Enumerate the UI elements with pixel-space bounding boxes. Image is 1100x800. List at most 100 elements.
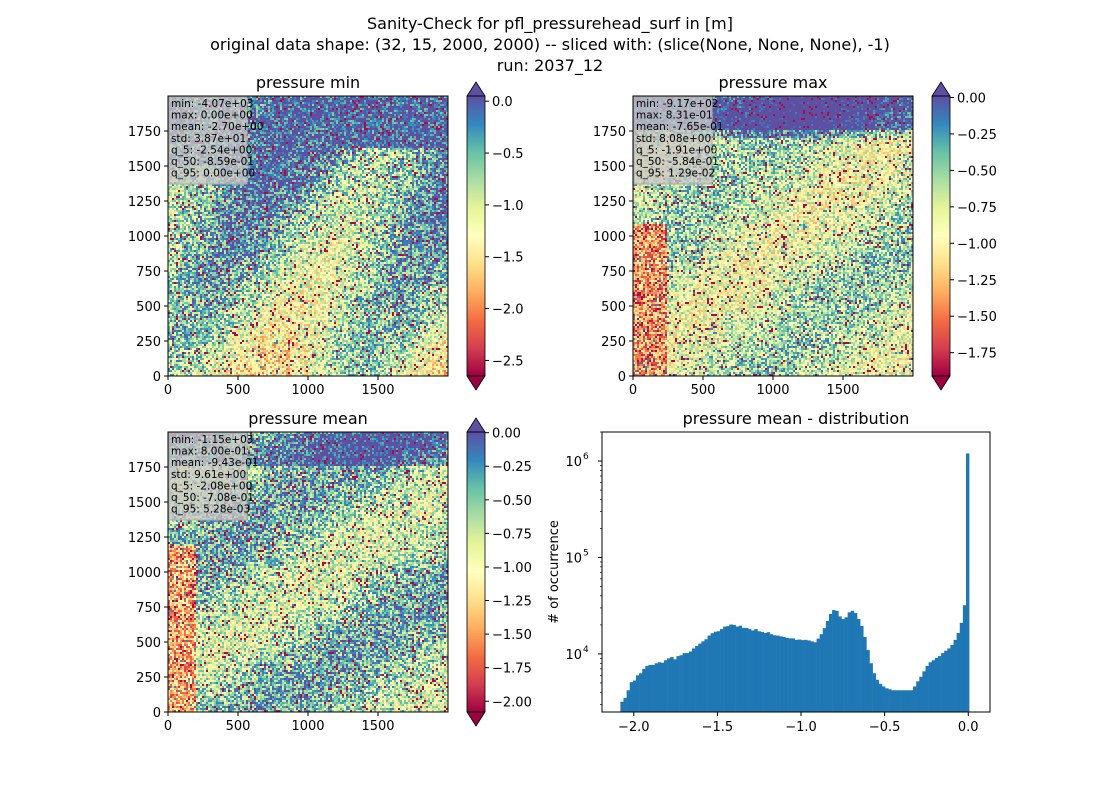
histogram-bar: [726, 626, 730, 712]
stats-line: mean: -7.65e-01: [636, 121, 723, 133]
histogram-bar: [642, 668, 646, 712]
histogram-bar: [760, 631, 764, 712]
histogram-bar: [878, 683, 883, 712]
colorbar-tick-label: −1.25: [957, 274, 997, 289]
x-tick-label: −2.0: [618, 720, 650, 735]
histogram-bar: [872, 673, 876, 712]
histogram-bar: [776, 635, 780, 712]
x-tick-label: 500: [226, 383, 251, 398]
map-panel-3: pressure mean 0 500 1000 1500 0 250 500 750 1000 1…: [128, 409, 449, 734]
histogram-bar: [782, 636, 786, 712]
histogram-bar: [860, 625, 864, 712]
stats-box-2: [633, 96, 713, 185]
histogram-bar: [888, 689, 892, 712]
histogram-bar: [732, 624, 736, 712]
colorbar-tick-label: −1.00: [492, 561, 532, 576]
histogram-bar: [704, 639, 708, 712]
histogram-bar: [701, 641, 705, 712]
stats-line: min: -4.07e+03: [171, 98, 253, 110]
colorbar-tick-label: −0.75: [492, 527, 532, 542]
y-tick-label: 1250: [128, 531, 161, 546]
histogram-bar: [891, 690, 895, 712]
histogram-bar: [654, 663, 659, 712]
stats-line: std: 9.61e+00: [171, 469, 246, 481]
histogram-bar: [825, 620, 830, 712]
colorbar-tick-label: −1.50: [957, 310, 997, 325]
histogram-bar: [900, 690, 905, 712]
histogram-panel: pressure mean - distribution −2.0 −1.5 −1.0…: [547, 409, 991, 735]
histogram-bar: [632, 680, 637, 712]
histogram-bar: [853, 613, 858, 712]
histogram-bar: [925, 665, 929, 712]
stats-line: q_95: 0.00e+00: [171, 168, 255, 180]
stats-line: q_5: -2.54e+00: [171, 144, 252, 156]
histogram-bar: [816, 638, 820, 712]
colorbar-tick-label: −1.50: [492, 628, 532, 643]
colorbar-frame: [931, 95, 951, 377]
stats-line: min: -1.15e+03: [171, 434, 253, 446]
histogram-frame: [601, 431, 991, 713]
y-tick-label: 250: [136, 335, 161, 350]
histogram-bar: [673, 659, 677, 712]
y-tick-label: 0: [153, 706, 161, 721]
x-tick-label: −0.5: [869, 720, 901, 735]
histogram-bar: [772, 635, 777, 712]
colorbar-tick-label: −0.75: [957, 201, 997, 216]
histogram-bar: [950, 644, 954, 712]
y-tick-label: 1750: [128, 461, 161, 476]
histogram-bar: [822, 628, 827, 712]
colorbar-frame: [466, 95, 486, 377]
colorbar-tick-label: −0.50: [957, 164, 997, 179]
histogram-bar: [810, 641, 814, 712]
histogram-bar: [897, 690, 901, 712]
figure-title-line-1: Sanity-Check for pfl_pressurehead_surf i…: [367, 14, 733, 33]
histogram-bar: [685, 653, 690, 712]
colorbar-extend-bottom: [466, 375, 486, 391]
y-tick-label: 0: [618, 370, 626, 385]
histogram-bar: [965, 453, 970, 712]
map-panel-1: pressure min 0 500 1000 1500 0 250 500 750 1000 12…: [128, 73, 449, 398]
y-tick-label: 750: [601, 265, 626, 280]
y-tick-label: 0: [153, 370, 161, 385]
colorbar-tick-label: 0.00: [492, 427, 521, 442]
y-tick-label: 1250: [128, 195, 161, 210]
colorbar-tick-label: −0.25: [957, 128, 997, 143]
colorbar-tick-label: −1.75: [492, 662, 532, 677]
histogram-bar: [866, 649, 870, 712]
x-tick-label: 0.0: [958, 720, 979, 735]
histogram-bar: [720, 629, 724, 712]
histogram-bar: [648, 664, 652, 712]
histogram-bar: [710, 633, 715, 712]
histogram-bar: [838, 616, 842, 712]
stats-box-3: [168, 432, 248, 521]
histogram-bar: [635, 675, 640, 712]
histogram-bar: [794, 639, 799, 712]
histogram-bar: [835, 610, 839, 712]
histogram-bar: [913, 686, 917, 712]
histogram-bar: [906, 690, 911, 712]
colorbar-tick-label: −2.5: [492, 354, 524, 369]
histogram-bar: [785, 637, 789, 712]
histogram-bar: [788, 638, 792, 712]
histogram-bar: [667, 658, 671, 712]
colorbar-tick-label: −1.5: [492, 251, 524, 266]
histogram-bar: [729, 624, 733, 712]
stats-line: mean: -2.70e+00: [171, 121, 263, 133]
histogram-bar: [716, 631, 721, 712]
histogram-title: pressure mean - distribution: [683, 409, 910, 428]
histogram-bar: [956, 632, 961, 712]
histogram-bar: [937, 656, 942, 712]
histogram-bar: [881, 686, 886, 712]
histogram-bar: [657, 662, 662, 712]
histogram-bar: [797, 639, 802, 712]
histogram-bar: [869, 663, 873, 712]
histogram-bar: [903, 690, 908, 712]
colorbar-body: [467, 96, 485, 376]
histogram-bar: [754, 629, 758, 712]
colorbar-extend-top: [466, 81, 486, 97]
histogram-bar: [863, 636, 867, 712]
histogram-bar: [807, 640, 811, 712]
y-tick-label: 1500: [128, 496, 161, 511]
colorbar-tick-label: −1.00: [957, 237, 997, 252]
colorbar-tick-label: −1.25: [492, 595, 532, 610]
